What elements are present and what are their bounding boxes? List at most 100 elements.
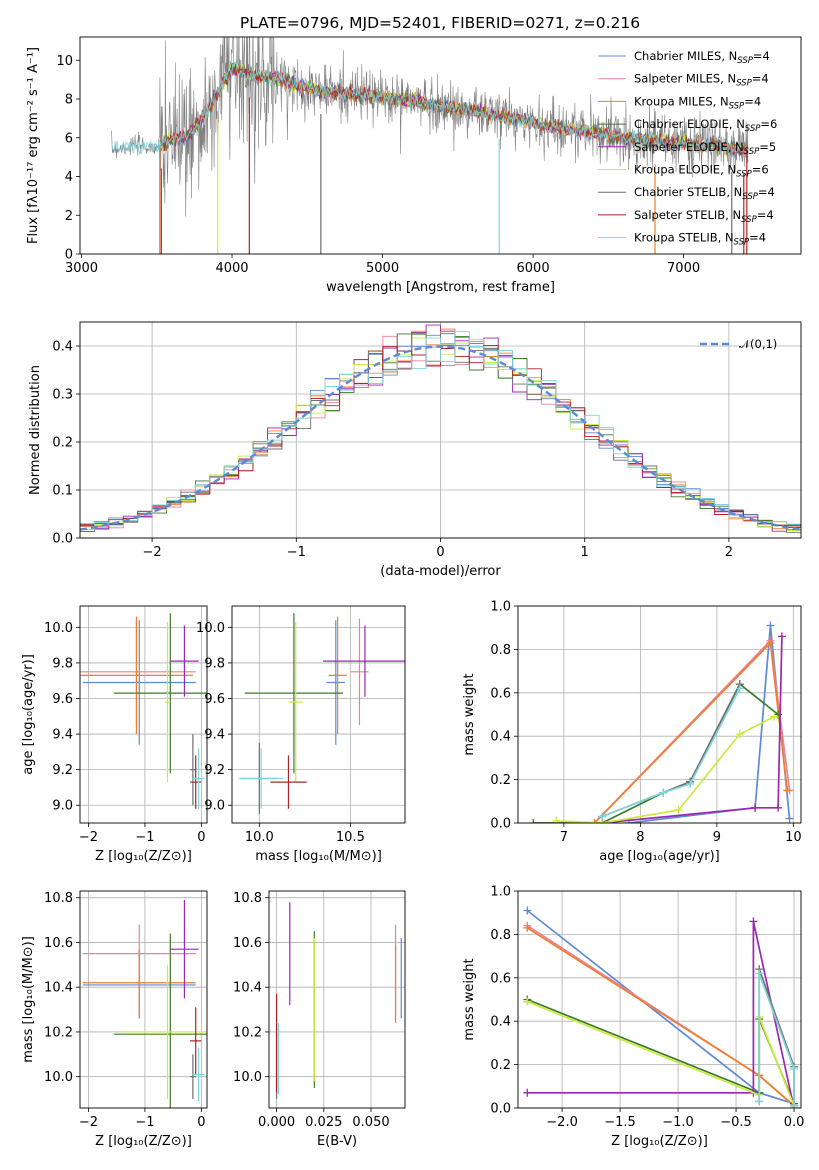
legend-count: =4 — [744, 94, 761, 108]
y-tick-label: 8 — [65, 93, 73, 108]
legend-n: N — [720, 94, 729, 108]
axes-frame — [517, 605, 802, 824]
errorbar-kroupa_stelib — [239, 748, 283, 809]
z-mass-panel: −2 −1 0 10.0 10.2 10.4 10.6 10.8 Z [log₁₀(Z/Z⊙)]… — [21, 890, 208, 1149]
y-tick-label: 10.4 — [44, 981, 73, 996]
axes-overlay: 7 8 9 10 0.0 0.2 0.4 0.6 0.8 1.0 age [log₁₀(age/yr… — [462, 600, 802, 865]
x-tick-label: 0 — [197, 830, 205, 845]
x-tick-label: 0.025 — [305, 1115, 342, 1130]
weight-marker — [659, 788, 668, 797]
weight-marker — [674, 805, 683, 814]
gridlines — [518, 605, 801, 824]
x-tick-label: 8 — [636, 830, 644, 845]
x-axis-label: Z [log₁₀(Z/Z⊙)] — [95, 1134, 192, 1149]
weight-marker — [523, 997, 532, 1006]
gridlines — [80, 891, 207, 1108]
y-tick-label: 9.6 — [204, 692, 225, 707]
legend-sub: SSP — [736, 170, 752, 180]
legend-count: =6 — [752, 163, 769, 177]
axes-frame — [517, 890, 802, 1109]
weight-marker — [755, 969, 764, 978]
weight-marker — [790, 1064, 799, 1073]
y-tick-label: 10.2 — [233, 1025, 262, 1040]
legend-label: Kroupa ELODIE, NSSP=6 — [634, 163, 769, 180]
y-tick-label: 0.2 — [52, 436, 73, 451]
y-tick-label: 10.6 — [233, 936, 262, 951]
histogram-kroupa_stelib — [80, 330, 801, 530]
y-axis-label: Normed distribution — [28, 365, 43, 495]
legend-count: =5 — [759, 140, 776, 154]
y-tick-label: 10.8 — [44, 891, 73, 906]
x-tick-label: 3000 — [65, 261, 98, 276]
legend-n: N — [727, 163, 736, 177]
weight-marker — [523, 923, 532, 932]
mass-age-panel: 10.0 10.5 9.0 9.2 9.4 9.6 9.8 10.0 mass [log₁₀(M… — [196, 605, 406, 864]
y-tick-label: 9.2 — [204, 763, 225, 778]
x-tick-label: −1 — [135, 830, 154, 845]
z-age-panel: −2 −1 0 9.0 9.2 9.4 9.6 9.8 10.0 Z [log₁₀(Z/Z⊙)] a… — [21, 605, 208, 864]
y-tick-label: 10.4 — [233, 981, 262, 996]
errorbar-salpeter_stelib — [190, 755, 202, 809]
errorbar-salpeter_elodie — [170, 899, 199, 999]
errorbar-chabrier_miles — [326, 620, 345, 745]
plot-area — [80, 613, 207, 809]
x-axis-label: Z [log₁₀(Z/Z⊙)] — [611, 1134, 708, 1149]
weight-marker — [766, 621, 775, 630]
x-tick-label: 4000 — [215, 261, 248, 276]
errorbar-kroupa_miles — [80, 616, 193, 735]
legend-model: Kroupa ELODIE, — [634, 163, 727, 177]
y-tick-label: 10.0 — [233, 1070, 262, 1085]
errorbar-chabrier_stelib — [190, 1054, 196, 1100]
spectrum-panel: 3000 4000 5000 6000 7000 0 2 4 6 8 10 wavelength [A… — [26, 36, 802, 295]
errorbar-kroupa_stelib — [192, 748, 205, 809]
y-tick-label: 10.8 — [233, 891, 262, 906]
errorbar-salpeter_stelib — [190, 1007, 202, 1075]
y-tick-label: 0.0 — [490, 1102, 511, 1117]
y-tick-label: 0.2 — [490, 773, 511, 788]
legend-sub: SSP — [736, 79, 752, 89]
legend-model: Kroupa STELIB, — [634, 231, 725, 245]
histogram-salpeter_elodie — [80, 324, 801, 532]
plot-area — [275, 902, 402, 1100]
legend-sub: SSP — [745, 124, 761, 134]
x-tick-label: 10 — [785, 830, 802, 845]
weight-line-salpeter_elodie — [602, 636, 783, 823]
x-tick-label: 2 — [725, 545, 733, 560]
x-tick-label: −2 — [143, 545, 162, 560]
weight-marker — [766, 638, 775, 647]
y-axis-label: mass weight — [462, 673, 477, 755]
y-tick-label: 10.0 — [44, 621, 73, 636]
legend-label: Chabrier ELODIE, NSSP=6 — [634, 117, 777, 134]
x-tick-label: 0 — [436, 545, 444, 560]
y-tick-label: 10.0 — [196, 621, 225, 636]
y-tick-label: 9.0 — [52, 799, 73, 814]
y-tick-label: 9.8 — [204, 656, 225, 671]
axes-overlay: −2 −1 0 1 2 0.0 0.1 0.2 0.3 0.4 (data-model)/error… — [28, 321, 802, 579]
legend-label: Chabrier MILES, NSSP=4 — [634, 49, 770, 66]
legend-label: Salpeter STELIB, NSSP=4 — [634, 208, 774, 225]
y-tick-label: 0.4 — [52, 340, 73, 355]
errorbar-salpeter_miles — [350, 618, 369, 726]
errorbar-chabrier_elodie — [244, 613, 344, 774]
axes-frame — [79, 36, 802, 255]
axes-frame — [79, 890, 208, 1109]
legend-sub: SSP — [729, 101, 745, 111]
y-tick-label: 4 — [65, 170, 73, 185]
y-tick-label: 0.0 — [490, 817, 511, 832]
x-axis-label: mass [log₁₀(M/M⊙)] — [255, 849, 382, 864]
legend-count: =4 — [752, 72, 769, 86]
x-tick-label: 1 — [581, 545, 589, 560]
errorbar-salpeter_stelib — [270, 755, 307, 809]
errorbar-kroupa_elodie — [288, 622, 304, 783]
x-tick-label: 7 — [560, 830, 568, 845]
axes-frame — [268, 890, 406, 1109]
weight-marker — [785, 814, 794, 823]
legend-n: N — [736, 117, 745, 131]
x-tick-label: 0.050 — [352, 1115, 389, 1130]
legend-n: N — [732, 208, 741, 222]
axes-frame — [79, 605, 208, 824]
x-tick-label: −2 — [79, 830, 98, 845]
legend-count: =6 — [760, 117, 777, 131]
legend-model: Salpeter ELODIE, — [634, 140, 735, 154]
